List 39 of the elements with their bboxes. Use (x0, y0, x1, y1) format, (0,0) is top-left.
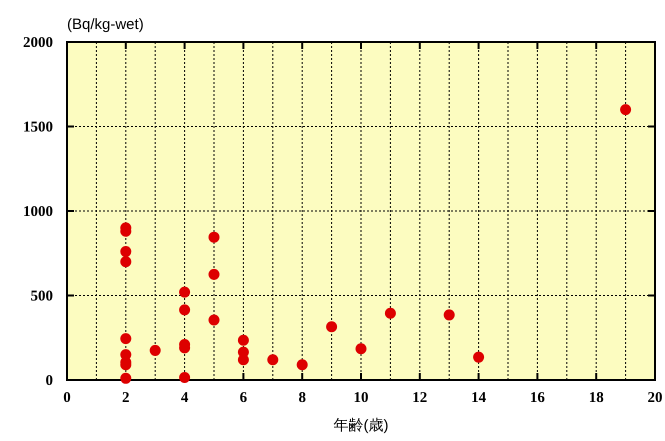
x-tick-label: 16 (530, 390, 546, 406)
point (120, 256, 132, 268)
x-axis-title: 年齢(歳) (334, 417, 388, 434)
point (208, 314, 220, 326)
x-tick-label: 14 (471, 390, 487, 406)
point (120, 372, 132, 384)
x-tick-label: 2 (122, 390, 130, 406)
y-tick-label: 2000 (23, 35, 53, 51)
point (179, 372, 190, 383)
x-tick-label: 0 (63, 390, 71, 406)
point (179, 304, 190, 316)
point (238, 334, 249, 346)
point (296, 359, 308, 370)
point (208, 268, 220, 280)
point (620, 104, 632, 116)
x-tick-label: 6 (240, 390, 248, 406)
point (120, 246, 132, 258)
point (267, 354, 278, 366)
point (326, 321, 338, 332)
point (120, 333, 132, 344)
point (150, 344, 161, 356)
x-tick-label: 18 (588, 390, 604, 406)
x-tick-label: 10 (354, 390, 368, 406)
y-tick-label: 0 (46, 373, 53, 389)
y-axis-title: (Bq/kg-wet) (67, 16, 144, 33)
point (356, 343, 366, 354)
point (444, 309, 455, 320)
x-tick-label: 12 (412, 390, 428, 406)
point (179, 286, 190, 298)
x-tick-label: 8 (298, 390, 306, 406)
y-tick-label: 1500 (23, 120, 53, 136)
point (238, 354, 249, 366)
point (473, 352, 484, 363)
y-tick-label: 1000 (23, 204, 53, 220)
x-tick-label: 20 (648, 390, 662, 406)
y-tick-label: 500 (30, 288, 53, 304)
point (384, 308, 396, 319)
x-tick-label: 4 (180, 390, 189, 406)
point (208, 232, 220, 243)
